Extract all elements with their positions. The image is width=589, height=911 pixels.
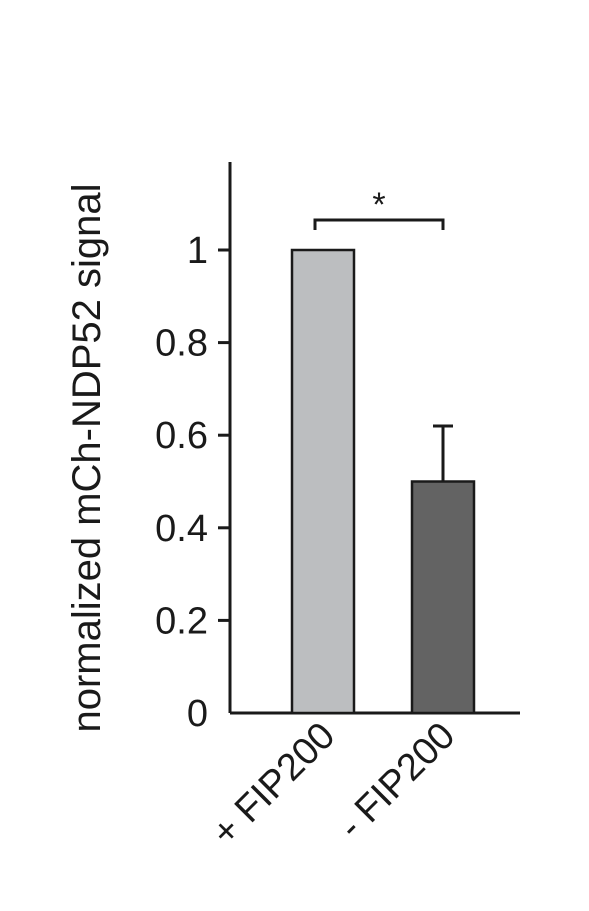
- y-axis-label: normalized mCh-NDP52 signal: [65, 183, 109, 732]
- y-tick-label: 0: [187, 693, 208, 735]
- error-bars: [433, 424, 453, 482]
- y-ticks: 0 0.2 0.4 0.6 0.8 1: [155, 230, 230, 735]
- x-category-label: + FIP200: [204, 715, 343, 854]
- y-tick-label: 0.2: [155, 600, 208, 642]
- bar-1: [290, 248, 356, 715]
- x-category-labels: + FIP200- FIP200: [204, 715, 463, 854]
- y-tick-label: 1: [187, 230, 208, 272]
- significance-bracket: *: [313, 186, 445, 230]
- y-tick-label: 0.6: [155, 415, 208, 457]
- y-tick-label: 0.4: [155, 508, 208, 550]
- y-tick-label: 0.8: [155, 323, 208, 365]
- x-category-label: - FIP200: [331, 715, 464, 848]
- significance-star: *: [372, 186, 385, 224]
- bars: [290, 248, 476, 715]
- bar-2: [410, 480, 476, 715]
- significance-bracket-line: [313, 218, 445, 230]
- axes: 0 0.2 0.4 0.6 0.8 1: [155, 162, 520, 735]
